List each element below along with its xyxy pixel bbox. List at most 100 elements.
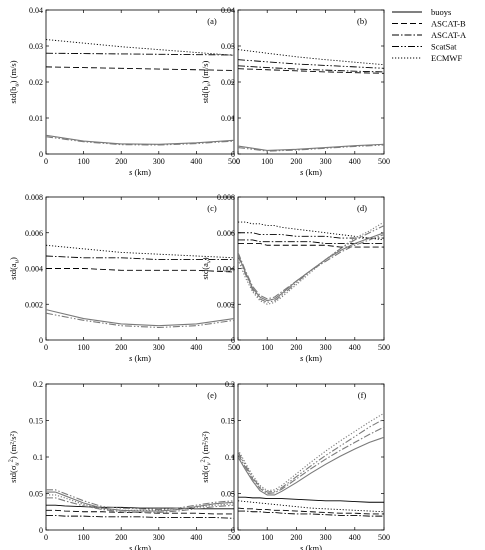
x-tick-label: 100 xyxy=(261,533,273,542)
y-tick-label: 0.1 xyxy=(225,453,235,462)
y-tick-label: 0.15 xyxy=(29,417,43,426)
x-tick-label: 500 xyxy=(228,157,240,166)
series-line-scatsat xyxy=(46,136,234,146)
series-line-ecmwf xyxy=(46,39,234,56)
x-tick-label: 100 xyxy=(261,343,273,352)
series-line-ecmwf xyxy=(238,500,384,513)
panel-label: (f) xyxy=(358,390,367,400)
series-line-scatsat xyxy=(238,59,384,69)
series-line-buoys xyxy=(46,134,234,145)
x-tick-label: 100 xyxy=(78,343,90,352)
series-line-ascat-b xyxy=(46,509,234,515)
x-axis-label: s (km) xyxy=(300,353,322,363)
series-line-ecmwf xyxy=(46,244,234,259)
x-tick-label: 500 xyxy=(378,157,390,166)
y-tick-label: 0.03 xyxy=(221,42,235,51)
x-tick-label: 300 xyxy=(153,533,165,542)
legend-label-ecmwf: ECMWF xyxy=(431,53,462,63)
x-tick-label: 200 xyxy=(290,157,302,166)
x-axis-label: s (km) xyxy=(129,167,151,177)
y-tick-label: 0.004 xyxy=(25,265,43,274)
panel-d: 0 100 200 300 400 50000.0020.0040.0060.008(d)… xyxy=(200,193,390,363)
panel-label: (e) xyxy=(207,390,217,400)
series-line-ascat-a xyxy=(46,52,234,56)
y-tick-label: 0.2 xyxy=(225,380,235,389)
x-tick-label: 500 xyxy=(378,533,390,542)
x-tick-label: 0 xyxy=(44,157,48,166)
series-line-ascat-a xyxy=(238,239,384,244)
y-tick-label: 0.03 xyxy=(29,42,43,51)
series-line-ascat-b xyxy=(46,268,234,273)
series-line-ecmwf xyxy=(238,221,384,305)
y-tick-label: 0.002 xyxy=(25,300,43,309)
series-line-ascat-b xyxy=(238,243,384,248)
y-tick-label: 0.006 xyxy=(217,229,235,238)
y-tick-label: 0.008 xyxy=(217,193,235,202)
legend-label-ascat-a: ASCAT-A xyxy=(431,30,467,40)
x-tick-label: 300 xyxy=(320,343,332,352)
y-tick-label: 0 xyxy=(231,336,235,345)
x-tick-label: 100 xyxy=(78,157,90,166)
series-line-ascat-b xyxy=(238,507,384,515)
series-line-buoys xyxy=(46,491,234,512)
series-line-scatsat xyxy=(238,144,384,152)
panel-label: (c) xyxy=(207,203,217,213)
x-tick-label: 0 xyxy=(44,533,48,542)
y-tick-label: 0.02 xyxy=(29,78,43,87)
x-axis-label: s (km) xyxy=(300,167,322,177)
y-tick-label: 0 xyxy=(39,150,43,159)
x-tick-label: 200 xyxy=(290,533,302,542)
x-tick-label: 300 xyxy=(153,343,165,352)
x-tick-label: 0 xyxy=(236,157,240,166)
legend-label-buoys: buoys xyxy=(431,7,451,17)
series-line-ecmwf xyxy=(238,412,384,492)
series-line-scatsat xyxy=(238,418,384,493)
y-axis-label: std(au) xyxy=(8,257,21,280)
y-tick-label: 0 xyxy=(39,336,43,345)
x-tick-label: 400 xyxy=(190,157,202,166)
x-tick-label: 200 xyxy=(115,343,127,352)
y-tick-label: 0.04 xyxy=(221,6,235,15)
series-line-buoys xyxy=(238,436,384,496)
x-tick-label: 0 xyxy=(236,533,240,542)
x-tick-label: 500 xyxy=(228,343,240,352)
series-line-ascat-b xyxy=(46,66,234,71)
y-tick-label: 0.15 xyxy=(221,417,235,426)
series-line-buoys xyxy=(238,232,384,302)
x-tick-label: 400 xyxy=(349,533,361,542)
x-tick-label: 400 xyxy=(190,533,202,542)
series-line-ecmwf xyxy=(238,49,384,66)
y-tick-label: 0.2 xyxy=(33,380,43,389)
x-axis-label: s (km) xyxy=(129,543,151,550)
y-axis-label: std(σv2) (m²/s²) xyxy=(200,431,213,483)
series-line-ascat-a xyxy=(238,510,384,517)
y-axis-label: std(av) xyxy=(200,257,213,279)
series-line-scatsat xyxy=(46,489,234,511)
x-tick-label: 100 xyxy=(261,157,273,166)
panel-label: (d) xyxy=(357,203,367,213)
x-tick-label: 300 xyxy=(320,533,332,542)
series-line-ecmwf xyxy=(238,221,384,241)
series-line-ascat-a xyxy=(46,255,234,261)
series-line-ascat-a xyxy=(46,514,234,519)
panel-c: 0 100 200 300 400 50000.0020.0040.0060.008(c)… xyxy=(8,193,240,363)
legend-label-scatsat: ScatSat xyxy=(431,42,457,52)
series-line-scatsat xyxy=(238,225,384,304)
x-tick-label: 400 xyxy=(349,157,361,166)
plot-frame xyxy=(237,9,385,155)
x-tick-label: 400 xyxy=(190,343,202,352)
series-line-ascat-a xyxy=(238,234,384,300)
series-line-ascat-a xyxy=(238,65,384,73)
x-tick-label: 200 xyxy=(115,533,127,542)
legend-label-ascat-b: ASCAT-B xyxy=(431,19,466,29)
x-tick-label: 300 xyxy=(320,157,332,166)
series-line-ascat-a xyxy=(238,426,384,495)
panel-label: (a) xyxy=(207,16,217,26)
plot-frame xyxy=(237,196,385,341)
series-line-ascat-a xyxy=(46,497,234,514)
